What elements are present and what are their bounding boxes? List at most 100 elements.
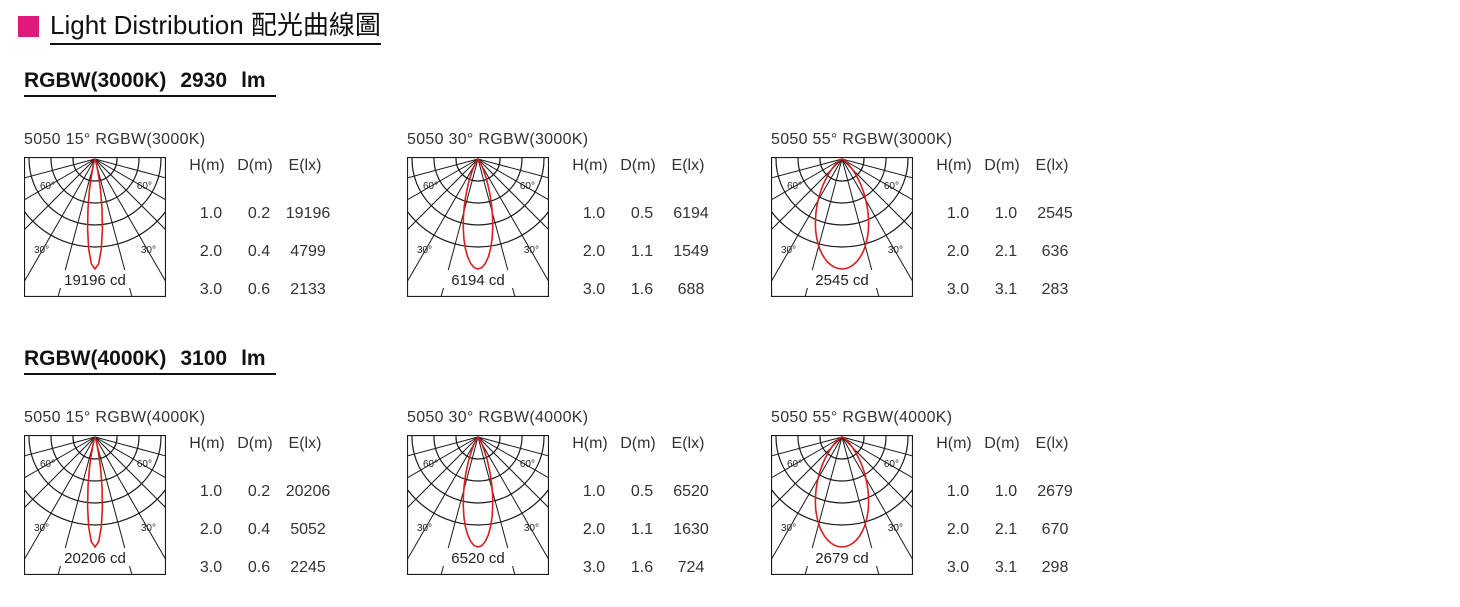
table-header-cell: H(m) (572, 157, 608, 174)
candela-label: 6520 cd (451, 550, 504, 567)
polar-ring (819, 158, 865, 182)
table-cell: 3.0 (199, 559, 223, 576)
polar-ray (408, 158, 479, 230)
table-row: 2.0 0.4 4799 (186, 243, 346, 263)
polar-ray (408, 436, 479, 457)
table-header-cell: D(m) (984, 435, 1020, 452)
angle-label: 60° (137, 181, 152, 192)
polar-ray (94, 158, 165, 200)
polar-ring (433, 158, 523, 204)
polar-ring (455, 436, 501, 460)
angle-label: 30° (417, 245, 432, 256)
table-row: 3.0 1.6 724 (569, 559, 729, 579)
polar-ring (411, 436, 545, 504)
angle-label: 60° (137, 459, 152, 470)
intensity-curve (814, 158, 870, 270)
polar-ring (50, 158, 140, 204)
table-cell: 1.6 (630, 281, 654, 298)
angle-label: 60° (40, 181, 55, 192)
polar-ring (772, 489, 912, 526)
table-cell: 2.0 (946, 521, 970, 538)
polar-ray (94, 158, 133, 296)
table-cell: 0.4 (247, 243, 271, 260)
table-header: H(m) D(m) E(lx) (186, 435, 346, 455)
panel-label: 5050 15° RGBW(4000K) (24, 409, 206, 426)
table-cell: 724 (677, 559, 705, 576)
polar-ray (477, 158, 516, 296)
polar-ray (94, 436, 133, 574)
polar-ray (772, 436, 843, 508)
table-cell: 0.4 (247, 521, 271, 538)
page-title: Light Distribution 配光曲線圖 (50, 10, 381, 45)
table-cell: 2.0 (946, 243, 970, 260)
candela-label: 19196 cd (64, 272, 126, 289)
polar-ray (408, 436, 479, 560)
distribution-panel: 5050 30° RGBW(4000K) 60° 60° 30° 30° 6520 cd H… (407, 409, 747, 579)
polar-ring (408, 489, 548, 526)
table-cell: 2245 (290, 559, 326, 576)
table-cell: 3.1 (994, 559, 1018, 576)
polar-ray (841, 158, 912, 282)
intensity-curve (462, 157, 494, 270)
polar-ring (72, 436, 118, 460)
table-cell: 1.0 (994, 483, 1018, 500)
angle-label: 30° (888, 245, 903, 256)
polar-ray (25, 436, 96, 560)
polar-ray (94, 436, 165, 560)
polar-grid (25, 436, 165, 574)
polar-grid (408, 158, 548, 296)
angle-label: 60° (520, 181, 535, 192)
polar-ray (804, 158, 843, 296)
table-cell: 1.0 (946, 205, 970, 222)
polar-ring (25, 489, 165, 526)
table-cell: 1.0 (994, 205, 1018, 222)
polar-ray (408, 436, 479, 478)
table-row: 2.0 1.1 1630 (569, 521, 729, 541)
angle-label: 30° (524, 523, 539, 534)
polar-ring (50, 436, 140, 482)
table-cell: 2.1 (994, 243, 1018, 260)
table-cell: 2679 (1037, 483, 1073, 500)
table-header: H(m) D(m) E(lx) (569, 435, 729, 455)
table-header-cell: H(m) (189, 157, 225, 174)
polar-grid (25, 158, 165, 296)
polar-ray (772, 436, 843, 457)
angle-label: 30° (34, 523, 49, 534)
table-header-cell: E(lx) (288, 157, 322, 174)
polar-ring (797, 436, 887, 482)
polar-ray (841, 436, 912, 478)
table-cell: 2545 (1037, 205, 1073, 222)
polar-ring (433, 436, 523, 482)
polar-ray (477, 436, 516, 574)
distribution-panel: 5050 30° RGBW(3000K) 60° 60° 30° 30° 6194 cd H… (407, 131, 747, 301)
table-header-cell: D(m) (984, 157, 1020, 174)
candela-label: 2679 cd (815, 550, 868, 567)
table-cell: 0.6 (247, 559, 271, 576)
table-row: 3.0 0.6 2133 (186, 281, 346, 301)
polar-diagram: 60° 60° 30° 30° 6520 cd (407, 435, 549, 575)
table-row: 3.0 3.1 283 (933, 281, 1093, 301)
section-name: RGBW(4000K) (24, 347, 167, 370)
polar-ray (477, 436, 548, 560)
table-header-cell: H(m) (936, 157, 972, 174)
table-cell: 2.0 (199, 243, 223, 260)
polar-ray (772, 158, 843, 230)
polar-ring (28, 436, 162, 504)
table-header-cell: E(lx) (288, 435, 322, 452)
intensity-curve (86, 436, 104, 549)
polar-diagram: 60° 60° 30° 30° 19196 cd (24, 157, 166, 297)
diagram-frame (407, 435, 549, 575)
angle-label: 60° (787, 181, 802, 192)
table-cell: 3.0 (582, 559, 606, 576)
polar-ray (57, 436, 96, 574)
polar-ray (477, 158, 548, 179)
polar-ray (25, 158, 96, 230)
table-cell: 670 (1041, 521, 1069, 538)
polar-ray (94, 158, 165, 230)
angle-label: 30° (888, 523, 903, 534)
polar-ring (72, 158, 118, 182)
panel-label: 5050 30° RGBW(4000K) (407, 409, 589, 426)
table-cell: 0.6 (247, 281, 271, 298)
distribution-panel: 5050 55° RGBW(3000K) 60° 60° 30° 30° 2545 cd H… (771, 131, 1111, 301)
polar-ray (25, 436, 96, 478)
